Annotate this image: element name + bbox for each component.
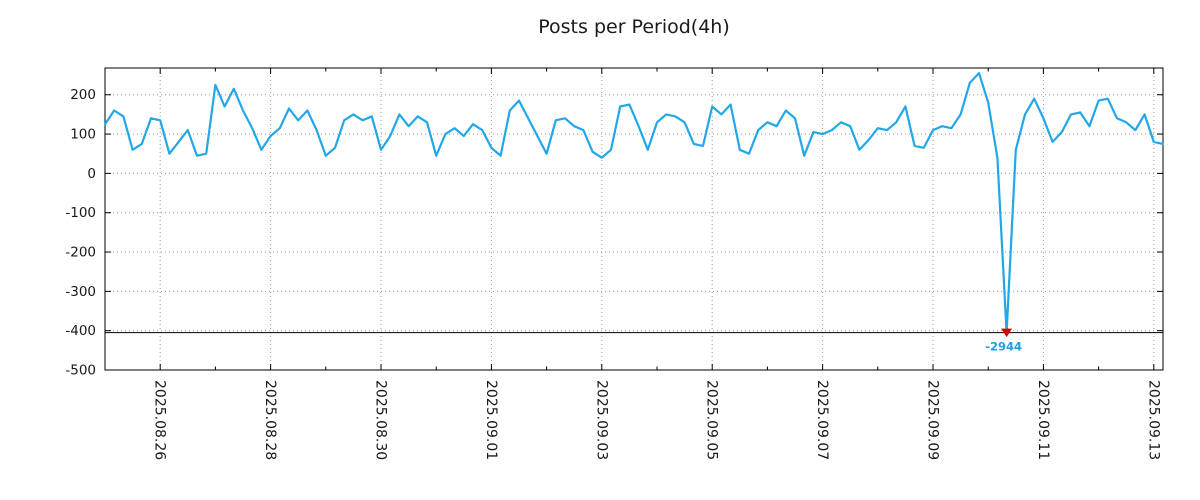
x-tick-marks xyxy=(104,68,1155,370)
svg-text:2025.08.30: 2025.08.30 xyxy=(373,380,389,460)
svg-text:2025.09.05: 2025.09.05 xyxy=(704,380,720,460)
chart-title: Posts per Period(4h) xyxy=(538,16,730,38)
svg-text:-100: -100 xyxy=(65,205,96,221)
svg-text:2025.08.26: 2025.08.26 xyxy=(152,380,168,460)
x-tick-labels: 2025.08.26 2025.08.28 2025.08.30 2025.09.01… xyxy=(152,380,1162,460)
svg-text:-200: -200 xyxy=(65,245,96,261)
svg-text:-300: -300 xyxy=(65,284,96,300)
y-tick-labels: 200 100 0 -100 -200 -300 -400 -500 xyxy=(65,87,96,378)
svg-text:2025.08.28: 2025.08.28 xyxy=(262,380,278,460)
svg-text:100: 100 xyxy=(70,127,96,143)
series-line xyxy=(103,71,1165,334)
svg-text:200: 200 xyxy=(70,87,96,103)
svg-text:-500: -500 xyxy=(65,363,96,379)
plot-frame xyxy=(104,67,1164,371)
spike-marker-icon xyxy=(1001,328,1013,338)
spike-value-label: -2944 xyxy=(985,340,1022,354)
svg-text:0: 0 xyxy=(87,166,96,182)
svg-text:2025.09.03: 2025.09.03 xyxy=(593,380,609,460)
svg-text:2025.09.09: 2025.09.09 xyxy=(925,380,941,460)
svg-text:2025.09.11: 2025.09.11 xyxy=(1035,380,1051,460)
svg-text:-400: -400 xyxy=(65,323,96,339)
svg-text:2025.09.13: 2025.09.13 xyxy=(1145,380,1161,460)
svg-text:2025.09.07: 2025.09.07 xyxy=(814,380,830,460)
svg-text:2025.09.01: 2025.09.01 xyxy=(483,380,499,460)
